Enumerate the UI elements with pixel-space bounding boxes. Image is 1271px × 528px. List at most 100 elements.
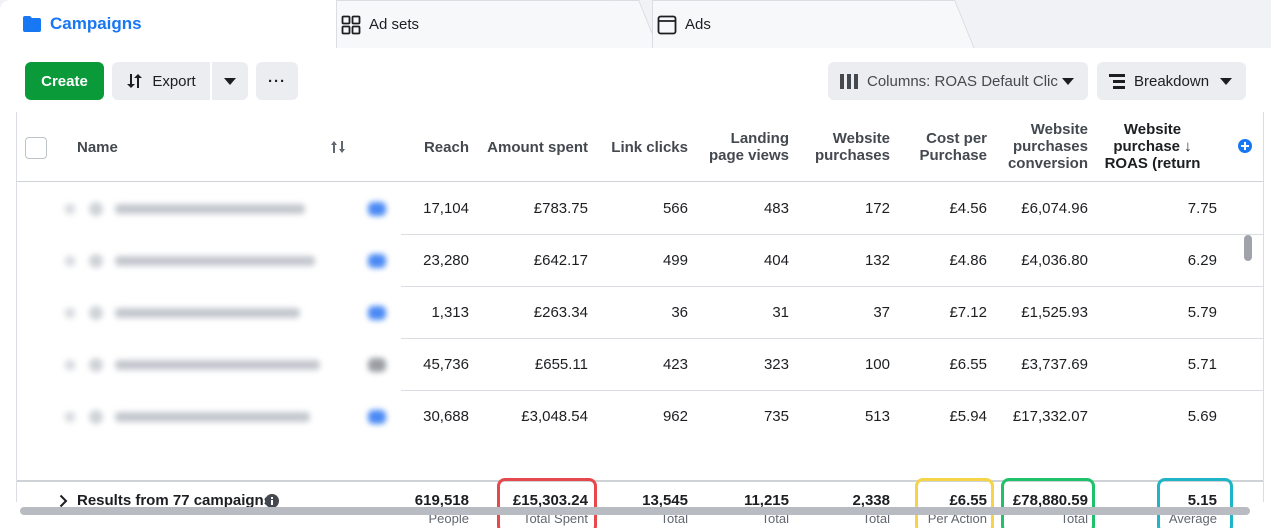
campaign-name-blurred [31, 403, 406, 431]
row-divider [401, 286, 1263, 287]
summary-website-purchases-value: 2,338 [852, 492, 890, 509]
cell-landing-page-views: 31 [772, 304, 789, 321]
summary-roas-value: 5.15 [1187, 492, 1217, 509]
cell-reach: 45,736 [423, 356, 469, 373]
tab-ads-label: Ads [685, 16, 711, 33]
cell-conversion-value: £6,074.96 [1021, 200, 1088, 217]
breakdown-button[interactable]: Breakdown [1097, 62, 1246, 100]
cell-cost-per-purchase: £4.56 [949, 200, 987, 217]
cell-cost-per-purchase: £5.94 [949, 408, 987, 425]
highlight-total-spent [497, 478, 597, 528]
table-row[interactable]: 17,104 £783.75 566 483 172 £4.56 £6,074.… [17, 183, 1263, 235]
tab-ad-sets[interactable]: Ad sets [336, 0, 636, 48]
cell-amount-spent: £655.11 [534, 356, 588, 373]
export-label: Export [152, 72, 196, 90]
info-icon[interactable] [265, 494, 279, 513]
column-header-roas[interactable]: Website purchase ↓ ROAS (return [1088, 121, 1217, 172]
summary-cost-per-purchase-value: £6.55 [949, 492, 987, 509]
summary-row: Results from 77 campaigns 619,518 People… [17, 478, 1263, 528]
highlight-conversion-total [1001, 478, 1095, 528]
cell-roas: 5.69 [1187, 408, 1217, 425]
cell-landing-page-views: 735 [763, 408, 789, 425]
cell-website-purchases: 172 [864, 200, 890, 217]
cell-cost-per-purchase: £6.55 [949, 356, 987, 373]
column-header-name[interactable]: Name [77, 139, 118, 156]
cell-website-purchases: 513 [864, 408, 890, 425]
campaigns-panel: Create Export ··· Columns: ROAS Default … [0, 48, 1271, 528]
cell-conversion-value: £4,036.80 [1021, 252, 1088, 269]
summary-label: Results from 77 campaigns [77, 492, 273, 509]
tab-ads[interactable]: Ads [652, 0, 952, 48]
table-row[interactable]: 30,688 £3,048.54 962 735 513 £5.94 £17,3… [17, 391, 1263, 443]
campaign-name-blurred [31, 195, 406, 223]
vertical-scrollbar[interactable] [1244, 235, 1252, 261]
breakdown-label: Breakdown [1134, 72, 1210, 90]
cell-website-purchases: 37 [873, 304, 890, 321]
tab-ad-sets-label: Ad sets [369, 16, 420, 33]
chevron-down-icon [224, 77, 236, 85]
header-line: purchase ↓ [1113, 138, 1192, 155]
cell-amount-spent: £642.17 [533, 252, 588, 269]
column-header-cost-per-purchase[interactable]: Cost per Purchase [890, 130, 987, 164]
cell-roas: 5.71 [1187, 356, 1217, 373]
select-all-checkbox[interactable] [25, 137, 47, 159]
breakdown-icon [1109, 73, 1125, 89]
horizontal-scrollbar[interactable] [20, 507, 1250, 515]
summary-link-clicks-value: 13,545 [642, 492, 688, 509]
column-header-website-purchases[interactable]: Website purchases [789, 130, 890, 164]
highlight-per-action [915, 478, 994, 528]
export-dropdown-button[interactable] [212, 62, 248, 100]
table-header: Name Reach Amount spent Link clicks Land… [17, 112, 1263, 182]
cell-website-purchases: 132 [864, 252, 890, 269]
cell-reach: 17,104 [423, 200, 469, 217]
table-row[interactable]: 1,313 £263.34 36 31 37 £7.12 £1,525.93 5… [17, 287, 1263, 339]
column-header-amount-spent[interactable]: Amount spent [487, 139, 588, 156]
cell-roas: 6.29 [1187, 252, 1217, 269]
create-button[interactable]: Create [25, 62, 104, 100]
window-icon [657, 15, 677, 35]
cell-link-clicks: 962 [662, 408, 688, 425]
grid-icon [341, 15, 361, 35]
chevron-right-icon[interactable] [59, 494, 68, 513]
columns-icon [840, 73, 858, 89]
cell-landing-page-views: 404 [763, 252, 789, 269]
column-header-landing-page-views[interactable]: Landing page views [688, 130, 789, 164]
column-header-website-purchases-conversion[interactable]: Website purchases conversion [987, 121, 1088, 172]
tab-campaigns[interactable]: Campaigns [0, 0, 336, 48]
columns-button[interactable]: Columns: ROAS Default Clic [828, 62, 1088, 100]
header-line: purchases [1012, 138, 1088, 155]
more-options-button[interactable]: ··· [256, 62, 298, 100]
cell-amount-spent: £3,048.54 [521, 408, 588, 425]
summary-amount-spent-value: £15,303.24 [512, 492, 588, 509]
table-row[interactable]: 45,736 £655.11 423 323 100 £6.55 £3,737.… [17, 339, 1263, 391]
header-line: Purchase [919, 147, 987, 164]
cell-link-clicks: 423 [662, 356, 688, 373]
column-header-link-clicks[interactable]: Link clicks [611, 139, 688, 156]
cell-conversion-value: £3,737.69 [1021, 356, 1088, 373]
table-row[interactable]: 23,280 £642.17 499 404 132 £4.86 £4,036.… [17, 235, 1263, 287]
row-divider [401, 234, 1263, 235]
cell-link-clicks: 36 [671, 304, 688, 321]
header-line: Landing [730, 130, 789, 147]
campaigns-table: Name Reach Amount spent Link clicks Land… [16, 112, 1264, 528]
sort-icon[interactable] [331, 140, 345, 159]
header-line: purchases [814, 147, 890, 164]
export-button[interactable]: Export [112, 62, 210, 100]
folder-icon [22, 15, 42, 33]
header-line: conversion [1007, 155, 1088, 172]
column-header-reach[interactable]: Reach [423, 139, 469, 156]
chevron-down-icon [1062, 78, 1074, 85]
header-line: Cost per [926, 130, 987, 147]
cell-conversion-value: £1,525.93 [1021, 304, 1088, 321]
campaign-name-blurred [31, 351, 406, 379]
summary-reach-value: 619,518 [414, 492, 469, 509]
cell-roas: 5.79 [1187, 304, 1217, 321]
add-column-icon[interactable] [1238, 139, 1252, 158]
cell-conversion-value: £17,332.07 [1012, 408, 1088, 425]
header-line: Website [1123, 121, 1182, 138]
summary-landing-page-views-value: 11,215 [743, 492, 789, 509]
cell-cost-per-purchase: £4.86 [949, 252, 987, 269]
cell-cost-per-purchase: £7.12 [949, 304, 987, 321]
cell-link-clicks: 499 [662, 252, 688, 269]
